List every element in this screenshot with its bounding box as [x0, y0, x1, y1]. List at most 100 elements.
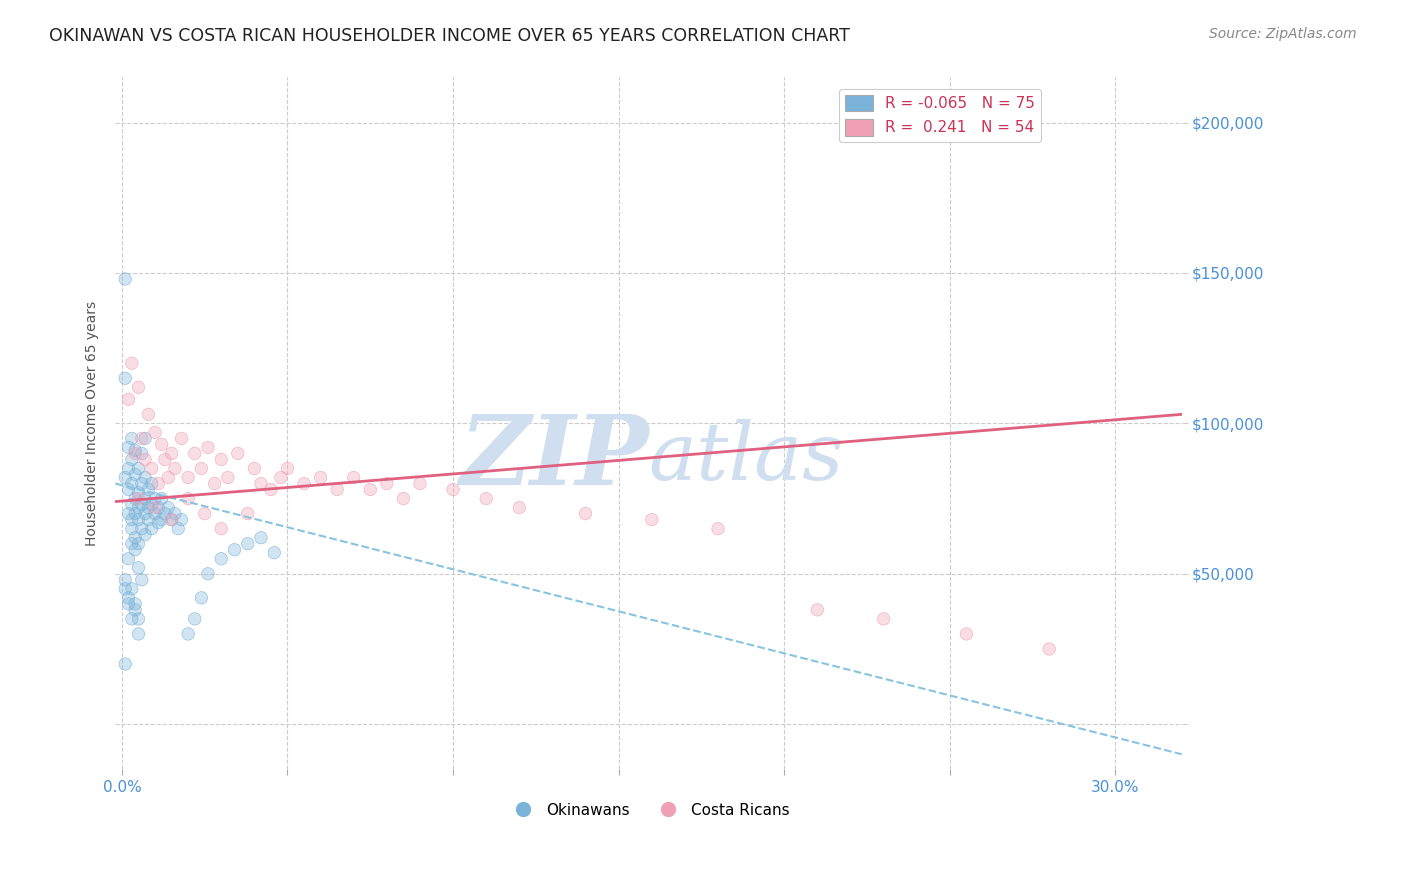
Point	[309, 470, 332, 484]
Point	[143, 507, 166, 521]
Point	[475, 491, 498, 506]
Point	[131, 431, 153, 445]
Point	[141, 498, 163, 512]
Point	[409, 476, 432, 491]
Point	[707, 522, 730, 536]
Point	[209, 452, 232, 467]
Point	[148, 516, 170, 530]
Point	[117, 483, 139, 497]
Point	[177, 470, 200, 484]
Point	[167, 522, 190, 536]
Point	[143, 491, 166, 506]
Point	[121, 452, 143, 467]
Point	[217, 470, 239, 484]
Point	[114, 573, 136, 587]
Point	[326, 483, 349, 497]
Point	[127, 627, 149, 641]
Point	[127, 500, 149, 515]
Point	[441, 483, 464, 497]
Point	[163, 461, 186, 475]
Point	[209, 551, 232, 566]
Point	[131, 446, 153, 460]
Point	[134, 527, 156, 541]
Point	[131, 476, 153, 491]
Point	[955, 627, 977, 641]
Point	[197, 441, 219, 455]
Point	[250, 476, 273, 491]
Point	[375, 476, 398, 491]
Point	[121, 582, 143, 596]
Point	[134, 431, 156, 445]
Point	[806, 603, 828, 617]
Point	[124, 531, 146, 545]
Point	[194, 507, 217, 521]
Point	[209, 522, 232, 536]
Point	[121, 537, 143, 551]
Point	[127, 561, 149, 575]
Point	[153, 452, 176, 467]
Point	[121, 356, 143, 370]
Point	[574, 507, 596, 521]
Point	[204, 476, 226, 491]
Point	[134, 507, 156, 521]
Point	[124, 542, 146, 557]
Point	[226, 446, 249, 460]
Point	[131, 498, 153, 512]
Point	[872, 612, 894, 626]
Point	[121, 582, 143, 596]
Point	[127, 561, 149, 575]
Point	[163, 507, 186, 521]
Point	[121, 476, 143, 491]
Point	[124, 597, 146, 611]
Point	[114, 371, 136, 385]
Point	[124, 603, 146, 617]
Point	[184, 446, 207, 460]
Point	[114, 582, 136, 596]
Point	[127, 491, 149, 506]
Point	[197, 566, 219, 581]
Point	[131, 498, 153, 512]
Point	[157, 470, 180, 484]
Point	[209, 522, 232, 536]
Point	[150, 491, 173, 506]
Point	[150, 437, 173, 451]
Point	[177, 470, 200, 484]
Point	[131, 522, 153, 536]
Point	[641, 513, 664, 527]
Point	[117, 591, 139, 605]
Point	[441, 483, 464, 497]
Point	[184, 446, 207, 460]
Point	[131, 573, 153, 587]
Point	[124, 507, 146, 521]
Point	[309, 470, 332, 484]
Point	[121, 513, 143, 527]
Point	[250, 531, 273, 545]
Point	[127, 612, 149, 626]
Point	[250, 476, 273, 491]
Point	[138, 513, 160, 527]
Point	[157, 500, 180, 515]
Point	[872, 612, 894, 626]
Point	[806, 603, 828, 617]
Point	[117, 597, 139, 611]
Point	[141, 461, 163, 475]
Point	[117, 441, 139, 455]
Point	[143, 500, 166, 515]
Point	[117, 483, 139, 497]
Point	[134, 452, 156, 467]
Point	[641, 513, 664, 527]
Point	[138, 483, 160, 497]
Point	[117, 597, 139, 611]
Point	[236, 507, 259, 521]
Point	[170, 513, 193, 527]
Point	[134, 507, 156, 521]
Point	[124, 467, 146, 482]
Point	[392, 491, 415, 506]
Point	[148, 476, 170, 491]
Point	[124, 491, 146, 506]
Y-axis label: Householder Income Over 65 years: Householder Income Over 65 years	[86, 301, 100, 546]
Point	[243, 461, 266, 475]
Point	[167, 522, 190, 536]
Point	[121, 537, 143, 551]
Point	[117, 461, 139, 475]
